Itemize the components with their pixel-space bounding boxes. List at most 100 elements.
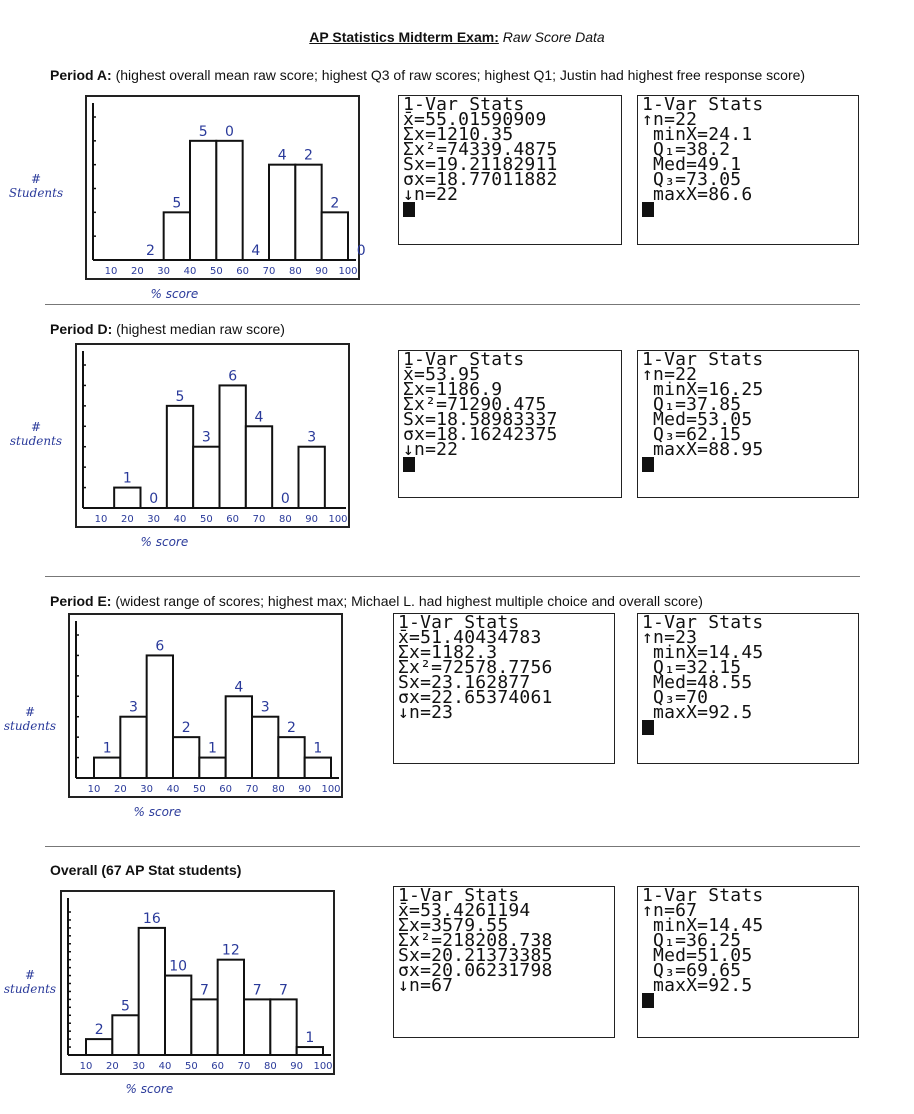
bar-count-label: 1 [313,741,322,757]
histogram-svg: 2 5 16 10 7 12 7 7 1 10 20 30 40 50 60 70 80 90 100 % score [60,890,335,1096]
x-tick-label: 30 [140,784,153,795]
x-tick-label: 50 [210,266,223,277]
x-tick-label: 70 [263,266,276,277]
bar-count-label: 6 [155,638,164,654]
bar-count-label: 16 [143,911,161,927]
x-tick-label: 30 [157,266,170,277]
x-tick-label: 20 [114,784,127,795]
bar-count-label: 1 [305,1030,314,1046]
section-e-stats-screen-1: 1-Var Stats x̄=51.40434783 Σx=1182.3 Σx²=72… [393,613,615,764]
x-tick-label: 50 [200,514,213,525]
bar-count-label: 4 [234,679,243,695]
bar-count-label: 0 [357,243,366,259]
bar-count-label: 2 [146,243,155,259]
histogram-bar [297,445,326,509]
bar-count-label: 10 [169,959,187,975]
bar-count-label: 1 [123,471,132,487]
bar-count-label: 2 [95,1022,104,1038]
page-title: AP Statistics Midterm Exam: Raw Score Da… [0,29,914,45]
histogram-bar [269,998,298,1056]
histogram-bar [189,139,218,261]
cursor-block [403,457,415,472]
section-a-stats-screen-2: 1-Var Stats ↑n=22 minX=24.1 Q₁=38.2 Med=4… [637,95,859,245]
x-tick-label: 80 [264,1061,277,1072]
bar-count-label: 7 [200,982,209,998]
histogram-bar [277,736,306,780]
bar-count-label: 6 [228,368,237,384]
section-d-stats-screen-2: 1-Var Stats ↑n=22 minX=16.25 Q₁=37.85 Med… [637,350,859,498]
x-tick-label: 10 [88,784,101,795]
histogram-bar [243,998,272,1056]
title-sub: Raw Score Data [502,29,605,45]
bar-count-label: 0 [149,491,158,507]
x-tick-label: 60 [219,784,232,795]
cursor-block [642,202,654,217]
histogram-bar [216,958,246,1056]
histogram-bar [215,139,244,261]
section-d-heading: Period D: (highest median raw score) [50,321,285,337]
x-tick-label: 90 [290,1061,303,1072]
x-tick-label: 80 [279,514,292,525]
histogram-bar [145,654,174,779]
x-axis-label: % score [134,805,182,819]
section-e-heading: Period E: (widest range of scores; highe… [50,593,703,609]
x-tick-label: 90 [315,266,328,277]
section-e-ylabel: # students [3,705,57,733]
x-tick-label: 40 [167,784,180,795]
section-overall-label: Overall [50,862,98,878]
histogram-bar [244,425,274,509]
histogram-bar [119,715,148,779]
section-d-stats-screen-1: 1-Var Stats x̄=53.95 Σx=1186.9 Σx²=71290.47… [398,350,622,498]
bar-count-label: 1 [208,741,217,757]
bar-count-label: 2 [182,720,191,736]
x-tick-label: 100 [321,784,340,795]
section-overall-stats-screen-2: 1-Var Stats ↑n=67 minX=14.45 Q₁=36.25 Med… [637,886,859,1038]
bar-count-label: 5 [121,998,130,1014]
cursor-block [642,457,654,472]
section-divider [45,576,860,577]
histogram-bar [165,404,195,510]
section-e-label: Period E: [50,593,112,609]
bar-count-label: 4 [251,243,260,259]
histogram-bar [303,756,333,779]
histogram-bar [295,1046,325,1057]
x-tick-label: 20 [131,266,144,277]
x-tick-label: 20 [106,1061,119,1072]
bar-count-label: 12 [222,943,240,959]
x-tick-label: 40 [159,1061,172,1072]
x-tick-label: 70 [238,1061,251,1072]
section-a-stats-screen-1: 1-Var Stats x̄=55.01590909 Σx=1210.35 Σx²=7… [398,95,622,245]
histogram-bar [93,756,122,779]
x-axis-label: % score [151,287,199,301]
x-tick-label: 90 [298,784,311,795]
section-e-note: (widest range of scores; highest max; Mi… [115,593,703,609]
bar-count-label: 3 [202,430,211,446]
x-tick-label: 10 [80,1061,93,1072]
bar-count-label: 0 [225,124,234,140]
bar-count-label: 1 [103,741,112,757]
x-tick-label: 20 [121,514,134,525]
cursor-block [403,202,415,217]
x-tick-label: 10 [105,266,118,277]
histogram-bar [218,384,247,509]
x-tick-label: 60 [236,266,249,277]
section-a-note: (highest overall mean raw score; highest… [115,67,806,83]
section-a-histogram: 2 5 5 0 4 4 2 2 0 10 20 30 40 50 60 70 80 90 100% score [85,95,366,310]
x-tick-label: 100 [338,266,357,277]
x-tick-label: 10 [95,514,108,525]
x-tick-label: 80 [272,784,285,795]
x-axis-label: % score [126,1082,174,1096]
histogram-bar [85,1038,114,1057]
histogram-bar [113,486,142,509]
section-e-histogram: 1 3 6 2 1 4 3 2 1 10 20 30 40 50 60 70 80 90 100 % score [68,613,343,828]
section-divider [45,846,860,847]
histogram-bar [172,736,201,780]
bar-count-label: 3 [307,430,316,446]
histogram-bar [192,445,221,509]
x-tick-label: 80 [289,266,302,277]
x-axis-label: % score [141,535,189,549]
x-tick-label: 40 [184,266,197,277]
bar-count-label: 2 [287,720,296,736]
x-tick-label: 100 [313,1061,332,1072]
